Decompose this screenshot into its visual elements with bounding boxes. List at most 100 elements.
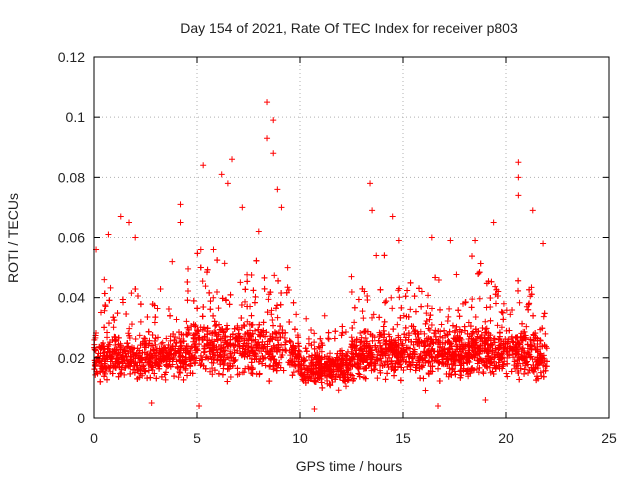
data-point xyxy=(147,374,154,381)
data-point xyxy=(200,348,207,355)
data-point xyxy=(402,324,409,331)
data-point xyxy=(321,354,328,361)
data-point xyxy=(94,370,101,377)
data-point xyxy=(177,201,184,208)
data-point xyxy=(224,180,231,187)
data-point xyxy=(428,234,435,241)
data-point xyxy=(540,313,547,320)
data-point xyxy=(407,306,414,313)
data-point xyxy=(407,351,414,358)
data-point xyxy=(449,322,456,329)
data-point xyxy=(242,286,249,293)
data-point xyxy=(270,366,277,373)
data-point xyxy=(308,352,315,359)
data-point xyxy=(308,365,315,372)
data-point xyxy=(112,337,119,344)
data-point xyxy=(151,337,158,344)
data-point xyxy=(123,311,130,318)
data-point xyxy=(514,362,521,369)
data-point xyxy=(381,318,388,325)
data-point xyxy=(435,328,442,335)
data-point xyxy=(227,350,234,357)
data-point xyxy=(452,362,459,369)
data-point xyxy=(361,342,368,349)
data-point xyxy=(496,329,503,336)
data-point xyxy=(529,207,536,214)
data-point xyxy=(295,367,302,374)
data-point xyxy=(194,250,201,257)
data-point xyxy=(270,342,277,349)
data-point xyxy=(137,370,144,377)
data-point xyxy=(106,297,113,304)
data-point xyxy=(356,351,363,358)
data-point xyxy=(224,341,231,348)
data-point xyxy=(421,343,428,350)
data-point xyxy=(509,347,516,354)
data-point xyxy=(336,373,343,380)
data-point xyxy=(526,286,533,293)
data-point xyxy=(541,310,548,317)
data-point xyxy=(447,237,454,244)
data-point xyxy=(158,340,165,347)
data-point xyxy=(353,342,360,349)
data-point xyxy=(290,369,297,376)
data-point xyxy=(504,355,511,362)
data-point xyxy=(277,334,284,341)
data-point xyxy=(461,323,468,330)
data-point xyxy=(273,359,280,366)
data-point xyxy=(542,330,549,337)
data-point xyxy=(422,320,429,327)
data-point xyxy=(494,293,501,300)
data-point xyxy=(113,346,120,353)
data-point xyxy=(154,305,161,312)
data-point xyxy=(204,325,211,332)
data-point xyxy=(298,356,305,363)
data-point xyxy=(172,334,179,341)
data-point xyxy=(369,207,376,214)
data-point xyxy=(96,355,103,362)
data-point xyxy=(277,301,284,308)
data-point xyxy=(495,336,502,343)
data-point xyxy=(399,341,406,348)
data-point xyxy=(452,371,459,378)
data-point xyxy=(97,378,104,385)
data-point xyxy=(220,329,227,336)
data-point xyxy=(388,358,395,365)
data-point xyxy=(101,348,108,355)
data-point xyxy=(206,337,213,344)
data-point xyxy=(218,354,225,361)
data-point xyxy=(493,286,500,293)
data-point xyxy=(124,340,131,347)
data-point xyxy=(472,313,479,320)
data-point xyxy=(357,330,364,337)
data-point xyxy=(426,316,433,323)
data-point xyxy=(445,338,452,345)
data-point xyxy=(339,350,346,357)
data-point xyxy=(394,354,401,361)
data-point xyxy=(177,354,184,361)
data-point xyxy=(455,352,462,359)
data-point xyxy=(521,370,528,377)
data-point xyxy=(148,352,155,359)
data-point xyxy=(525,306,532,313)
data-point xyxy=(370,311,377,318)
data-point xyxy=(127,363,134,370)
data-point xyxy=(391,350,398,357)
data-point xyxy=(489,368,496,375)
data-point xyxy=(487,341,494,348)
data-point xyxy=(234,333,241,340)
data-point xyxy=(311,345,318,352)
data-point xyxy=(436,378,443,385)
data-point xyxy=(434,341,441,348)
data-point xyxy=(256,348,263,355)
data-point xyxy=(395,237,402,244)
data-point xyxy=(435,277,442,284)
data-point xyxy=(419,364,426,371)
data-point xyxy=(291,326,298,333)
data-point xyxy=(355,296,362,303)
data-point xyxy=(397,377,404,384)
data-point xyxy=(316,371,323,378)
data-point xyxy=(118,370,125,377)
data-point xyxy=(474,345,481,352)
data-point xyxy=(438,321,445,328)
